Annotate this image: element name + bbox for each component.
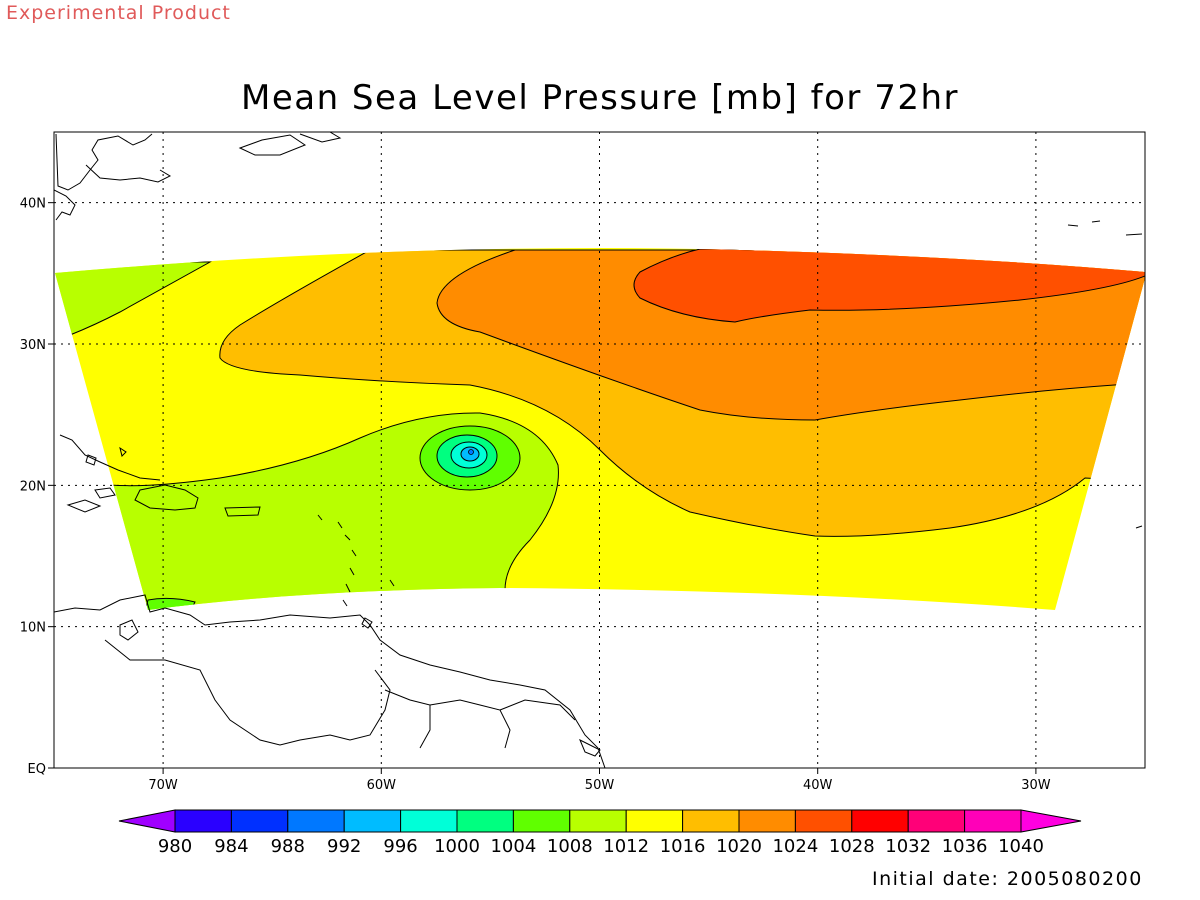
jamaica-coast: [94, 487, 116, 499]
lat-tick-label: EQ: [28, 762, 46, 777]
colorbar-label: 1036: [942, 836, 988, 857]
cuba-west: [66, 499, 102, 513]
bahamas-1: [85, 454, 97, 466]
amazon-mouth: [579, 738, 601, 757]
colorbar-swatch: [230, 809, 289, 833]
trinidad: [361, 617, 373, 629]
axes: 70W 60W 50W 40W 30W 40N 30N 20N 10N EQ: [20, 197, 1051, 793]
chart-title: Mean Sea Level Pressure [mb] for 72hr: [240, 78, 960, 118]
colorbar-label: 1024: [772, 836, 818, 857]
colorbar-swatch: [738, 809, 796, 833]
bahamas-2: [119, 446, 127, 457]
colorbar-label: 1004: [490, 836, 536, 857]
azores-3: [1125, 233, 1143, 236]
colorbar-label: 984: [214, 836, 248, 857]
suriname-border: [429, 699, 511, 749]
lon-tick-label: 60W: [367, 778, 397, 793]
north-america-coast: [55, 133, 153, 191]
colorbar-label: 1028: [829, 836, 875, 857]
south-america-coast: [54, 594, 606, 768]
colorbar-label: 980: [158, 836, 192, 857]
lake-maracaibo: [119, 619, 139, 641]
azores-2: [1091, 220, 1101, 223]
colorbar-label: 1016: [660, 836, 706, 857]
lat-tick-label: 20N: [20, 479, 46, 494]
colorbar-swatch: [625, 809, 684, 833]
coastlines: [54, 132, 1143, 768]
cuba-coast: [59, 434, 161, 481]
colorbar-swatch: [569, 809, 627, 833]
colorbar-label: 996: [383, 836, 417, 857]
colorbar-label: 988: [271, 836, 305, 857]
lon-tick-label: 50W: [585, 778, 615, 793]
lat-tick-label: 30N: [20, 338, 46, 353]
colorbar-swatch: [174, 809, 232, 833]
guyana-border: [384, 689, 431, 749]
colorbar-label: 1000: [434, 836, 480, 857]
colorbar-swatch: [512, 809, 571, 833]
northeast-us-coast: [85, 164, 172, 183]
azores-1: [1067, 224, 1079, 227]
lat-tick-label: 10N: [20, 621, 46, 636]
colorbar-swatch: [456, 809, 514, 833]
colorbar-label: 1020: [716, 836, 762, 857]
cape-verde: [1135, 525, 1143, 529]
colorbar-arrow-left: [118, 809, 176, 833]
lat-tick-label: 40N: [20, 197, 46, 212]
colorbar-arrow-right: [1020, 809, 1082, 833]
hispaniola-coast: [134, 484, 199, 511]
colorbar-swatch: [343, 809, 402, 833]
fg-border: [499, 699, 576, 721]
low-center-dot: [468, 449, 474, 455]
newfoundland-coast: [299, 132, 342, 143]
nova-scotia-coast: [238, 134, 307, 156]
colorbar-swatch: [682, 809, 740, 833]
antilles: [317, 514, 395, 607]
colorbar-swatch: [287, 809, 345, 833]
colorbar-swatch: [964, 809, 1022, 833]
lon-tick-label: 70W: [148, 778, 178, 793]
colorbar-swatch: [794, 809, 853, 833]
lon-tick-label: 40W: [803, 778, 833, 793]
colorbar-label: 992: [327, 836, 361, 857]
field-1004-1008-coast: [144, 597, 196, 610]
experimental-product-label: Experimental Product: [6, 2, 231, 24]
venezuela-border: [104, 639, 391, 746]
colorbar-label: 1040: [998, 836, 1044, 857]
puerto-rico-coast: [224, 506, 261, 517]
colorbar-label: 1032: [885, 836, 931, 857]
colorbar-label: 1012: [603, 836, 649, 857]
initial-date: Initial date: 2005080200: [872, 868, 1143, 890]
colorbar-swatch: [907, 809, 966, 833]
field-1008-1012-ne: [55, 261, 212, 341]
lon-tick-label: 30W: [1021, 778, 1051, 793]
graticule: [54, 132, 1145, 768]
colorbar-label: 1008: [547, 836, 593, 857]
mid-atlantic-coast: [54, 189, 76, 221]
colorbar: 980 984 988 992 996 1000 1004 1008 1012 1016 1020 1…: [118, 809, 1082, 857]
field-1024-1028: [633, 248, 1145, 323]
colorbar-swatch: [851, 809, 909, 833]
colorbar-swatch: [400, 809, 458, 833]
